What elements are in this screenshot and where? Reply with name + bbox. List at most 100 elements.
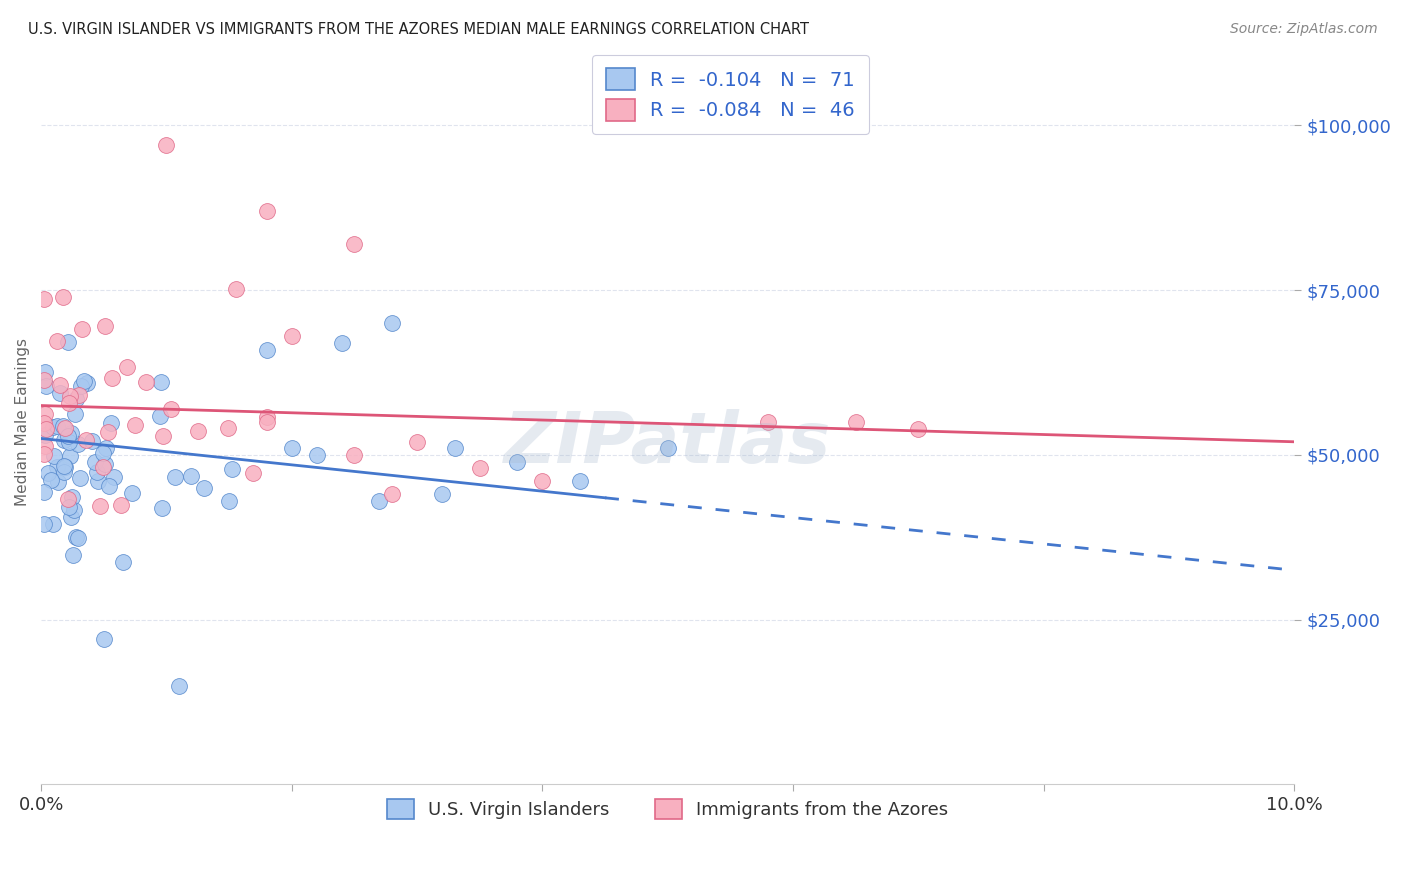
Point [281,329,304,343]
Point [56,335,79,350]
Point [52,289,75,303]
Point [187,424,209,438]
Point [32,447,55,461]
Point [60,425,83,440]
Point [83,455,105,469]
Point [97,479,120,493]
Point [58,396,80,410]
Point [44,449,66,463]
Point [124,418,146,433]
Point [94,318,117,333]
Point [845,415,868,429]
Point [34,407,56,421]
Point [569,475,592,489]
Point [149,409,172,423]
Point [70,378,93,392]
Point [34,439,56,453]
Point [58,434,80,449]
Point [87,474,110,488]
Point [135,375,157,389]
Point [343,237,366,252]
Point [53,433,76,447]
Point [443,442,465,456]
Point [907,421,929,435]
Point [32,373,55,387]
Point [60,509,83,524]
Point [368,494,391,508]
Point [100,416,122,430]
Point [152,429,174,443]
Y-axis label: Median Male Earnings: Median Male Earnings [15,338,30,506]
Point [305,448,328,462]
Point [381,487,404,501]
Point [221,461,243,475]
Point [32,416,55,430]
Point [165,470,187,484]
Point [89,499,111,513]
Point [56,491,79,506]
Point [93,632,115,647]
Point [657,442,679,456]
Point [70,322,93,336]
Point [65,392,87,406]
Point [52,465,75,479]
Point [39,473,62,487]
Point [468,461,491,475]
Point [242,467,264,481]
Point [115,359,138,374]
Point [62,503,84,517]
Point [56,429,79,443]
Point [256,343,278,357]
Point [58,500,80,515]
Point [32,484,55,499]
Point [80,434,103,448]
Point [46,475,69,489]
Point [381,316,404,330]
Point [46,419,69,434]
Point [281,442,304,456]
Point [42,517,65,532]
Point [256,410,278,425]
Point [225,282,247,296]
Point [94,442,117,456]
Point [76,376,98,390]
Point [97,425,120,439]
Point [35,421,58,435]
Point [93,460,115,475]
Point [218,494,240,508]
Point [167,679,190,693]
Point [256,204,278,219]
Point [63,408,86,422]
Point [34,428,56,442]
Point [155,138,177,153]
Point [217,420,239,434]
Point [180,469,202,483]
Point [73,374,96,388]
Point [62,549,84,563]
Point [52,418,75,433]
Point [37,466,59,480]
Legend: U.S. Virgin Islanders, Immigrants from the Azores: U.S. Virgin Islanders, Immigrants from t… [380,792,956,826]
Point [94,458,117,472]
Point [531,475,554,489]
Point [756,415,779,429]
Point [53,459,76,474]
Point [67,437,90,451]
Point [48,378,70,392]
Point [65,530,87,544]
Point [343,448,366,462]
Text: U.S. VIRGIN ISLANDER VS IMMIGRANTS FROM THE AZORES MEDIAN MALE EARNINGS CORRELAT: U.S. VIRGIN ISLANDER VS IMMIGRANTS FROM … [28,22,808,37]
Point [330,335,353,350]
Point [45,459,67,474]
Point [69,471,91,485]
Text: Source: ZipAtlas.com: Source: ZipAtlas.com [1230,22,1378,37]
Point [53,421,76,435]
Point [121,485,143,500]
Point [193,481,215,495]
Point [150,501,173,516]
Point [103,470,125,484]
Point [45,334,67,349]
Point [60,490,83,504]
Point [53,458,76,473]
Point [110,498,132,512]
